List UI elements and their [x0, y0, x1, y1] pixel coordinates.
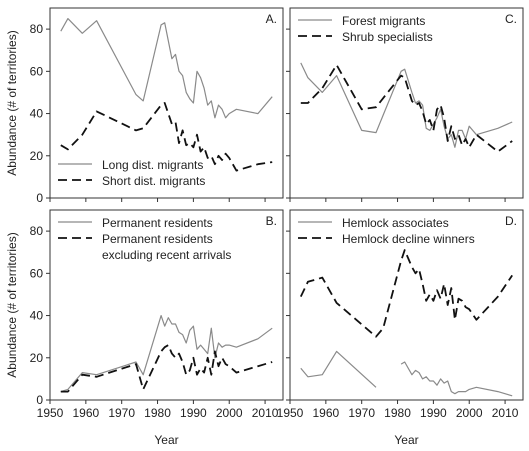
legend-line: Short dist. migrants [102, 174, 205, 188]
x-tick-label: 2000 [216, 406, 243, 420]
legend-item: Shrub specialists [298, 30, 433, 44]
legend-line: Hemlock associates [342, 216, 449, 230]
x-tick-label: 1970 [108, 406, 135, 420]
y-tick-label: 60 [30, 64, 44, 78]
y-axis-label: Abundance (# of territories) [5, 30, 19, 175]
x-tick-label: 2010 [252, 406, 279, 420]
series-line [300, 350, 513, 397]
y-tick-label: 20 [30, 149, 44, 163]
series-line [60, 344, 273, 393]
legend-label: Hemlock decline winners [342, 232, 475, 246]
legend-line: Forest migrants [342, 14, 425, 28]
y-tick-label: 0 [36, 393, 43, 407]
legend-line: Permanent residents [102, 216, 213, 230]
y-tick-label: 40 [30, 309, 44, 323]
series-line [300, 62, 513, 148]
y-tick-label: 40 [30, 107, 44, 121]
legend-label: Forest migrants [342, 14, 425, 28]
x-tick-label: 2010 [492, 406, 519, 420]
plot-frame [289, 7, 524, 199]
y-tick-label: 60 [30, 266, 44, 280]
x-tick-label: 1980 [144, 406, 171, 420]
x-tick-label: 1970 [348, 406, 375, 420]
plot-frame [49, 209, 284, 401]
x-tick-label: 2000 [456, 406, 483, 420]
x-tick-label: 1950 [37, 406, 64, 420]
panel-label: D. [505, 214, 517, 228]
y-tick-label: 80 [30, 224, 44, 238]
x-tick-label: 1950 [277, 406, 304, 420]
plot-frame [49, 7, 284, 199]
x-tick-label: 1960 [72, 406, 99, 420]
legend-label: Permanent residents excluding recent arri… [102, 232, 231, 262]
legend-line: Hemlock decline winners [342, 232, 475, 246]
y-tick-label: 20 [30, 351, 44, 365]
panel-label: B. [266, 214, 277, 228]
series-line [299, 249, 513, 338]
legend-item: Forest migrants [298, 14, 425, 28]
legend-label: Permanent residents [102, 216, 213, 230]
legend-item: Long dist. migrants [58, 158, 203, 172]
x-tick-label: 1990 [420, 406, 447, 420]
legend-line: Permanent residents [102, 232, 213, 246]
plot-frame [289, 209, 524, 401]
y-tick-label: 80 [30, 22, 44, 36]
x-tick-label: 1980 [384, 406, 411, 420]
panel-label: A. [266, 12, 277, 26]
legend-line: excluding recent arrivals [102, 248, 231, 262]
panel-label: C. [505, 12, 517, 26]
y-tick-label: 0 [36, 191, 43, 205]
series-line [60, 315, 273, 393]
legend-line: Long dist. migrants [102, 158, 203, 172]
legend-item: Short dist. migrants [58, 174, 205, 188]
x-axis-label: Year [154, 433, 178, 447]
x-tick-label: 1960 [312, 406, 339, 420]
legend-label: Short dist. migrants [102, 174, 205, 188]
legend-item: Hemlock decline winners [298, 232, 475, 246]
legend-label: Long dist. migrants [102, 158, 203, 172]
legend-label: Hemlock associates [342, 216, 449, 230]
series-line [300, 64, 513, 153]
y-axis-label: Abundance (# of territories) [5, 232, 19, 377]
series-line [60, 102, 273, 172]
legend-label: Shrub specialists [342, 30, 433, 44]
legend-item: Hemlock associates [298, 216, 449, 230]
x-tick-label: 1990 [180, 406, 207, 420]
legend-item: Permanent residents excluding recent arri… [58, 232, 231, 262]
x-axis-label: Year [394, 433, 418, 447]
legend-item: Permanent residents [58, 216, 213, 230]
series-line [60, 18, 273, 119]
legend-line: Shrub specialists [342, 30, 433, 44]
